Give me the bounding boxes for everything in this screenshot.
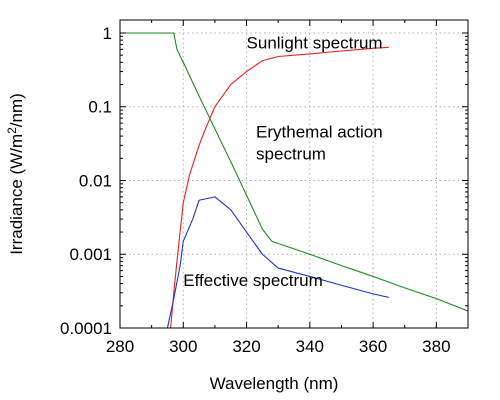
annotation-3-line-1: Effective spectrum	[183, 271, 323, 290]
annotation-1-line-1: Sunlight spectrum	[247, 33, 383, 52]
annotation-2-line-2: spectrum	[256, 145, 326, 164]
x-tick-label: 300	[169, 337, 197, 356]
y-tick-label: 0.1	[88, 98, 112, 117]
y-tick-label: 1	[103, 24, 112, 43]
plot-frame	[119, 19, 469, 329]
series-line-2	[120, 32, 468, 312]
x-tick-label: 340	[296, 337, 324, 356]
y-axis-label: Irradiance (W/m2/nm)	[5, 93, 26, 255]
y-tick-label: 0.0001	[60, 319, 112, 338]
y-tick-label: 0.001	[69, 245, 112, 264]
y-tick-label: 0.01	[79, 171, 112, 190]
annotations: Sunlight spectrum Erythemal action spectru…	[183, 33, 382, 290]
x-axis-label: Wavelength (nm)	[210, 374, 339, 393]
annotation-2-line-1: Erythemal action	[256, 123, 383, 142]
axes: 280 300 320 340 360 380 0.0001 0.001 0.01 0.1 1 Wav…	[5, 19, 469, 393]
x-tick-label: 320	[232, 337, 260, 356]
x-tick-label: 360	[359, 337, 387, 356]
series-line-3	[166, 196, 390, 328]
series-lines	[120, 32, 468, 328]
x-tick-label: 380	[422, 337, 450, 356]
x-tick-label: 280	[106, 337, 134, 356]
series-line-1	[170, 46, 389, 328]
